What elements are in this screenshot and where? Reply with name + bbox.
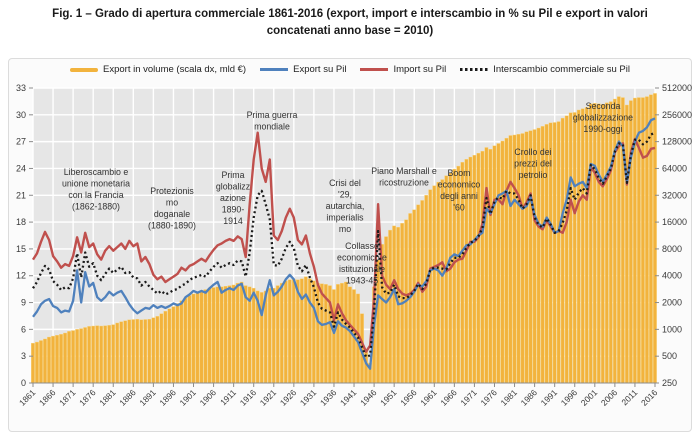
legend-item-export-volume: Export in volume (scala dx, mld €) — [70, 64, 246, 75]
svg-text:12: 12 — [16, 271, 26, 281]
svg-text:0: 0 — [21, 378, 26, 388]
svg-text:24: 24 — [16, 163, 26, 173]
svg-text:250: 250 — [662, 378, 677, 388]
line-swatch-icon — [360, 68, 389, 71]
svg-text:2016: 2016 — [639, 387, 660, 408]
svg-text:2001: 2001 — [579, 387, 600, 408]
legend-item-import-pil: Import su Pil — [360, 64, 446, 75]
legend-label: Import su Pil — [393, 64, 447, 75]
annotation-label: Protezionis mo doganale (1880-1890) — [148, 186, 196, 231]
svg-text:2000: 2000 — [662, 298, 682, 308]
legend-label: Export su Pil — [293, 64, 347, 75]
svg-text:27: 27 — [16, 137, 26, 147]
dotted-swatch-icon — [460, 68, 489, 71]
svg-text:1876: 1876 — [77, 387, 98, 408]
legend-label: Interscambio commerciale su Pil — [493, 64, 630, 75]
svg-text:1951: 1951 — [378, 387, 399, 408]
svg-text:6: 6 — [21, 324, 26, 334]
svg-text:1886: 1886 — [117, 387, 138, 408]
legend-item-interscambio: Interscambio commerciale su Pil — [460, 64, 630, 75]
svg-text:128000: 128000 — [662, 137, 692, 147]
svg-text:2011: 2011 — [619, 387, 639, 407]
svg-text:256000: 256000 — [662, 110, 692, 120]
svg-text:4000: 4000 — [662, 271, 682, 281]
legend-item-export-pil: Export su Pil — [260, 64, 346, 75]
svg-text:1971: 1971 — [458, 387, 479, 408]
svg-text:1931: 1931 — [298, 387, 319, 408]
svg-text:64000: 64000 — [662, 163, 687, 173]
annotation-label: Seconda globalizzazione 1990-oggi — [573, 101, 633, 134]
svg-text:21: 21 — [16, 190, 26, 200]
annotation-label: Liberoscambio e unione monetaria con la Fr… — [62, 167, 130, 212]
svg-text:1901: 1901 — [177, 387, 198, 408]
bar-swatch-icon — [70, 67, 99, 72]
svg-text:1000: 1000 — [662, 324, 682, 334]
svg-text:1996: 1996 — [559, 387, 580, 408]
svg-text:15: 15 — [16, 244, 26, 254]
annotation-label: Crollo dei prezzi del petrolio — [514, 147, 552, 180]
svg-text:1866: 1866 — [37, 387, 58, 408]
figure-title: Fig. 1 – Grado di apertura commerciale 1… — [52, 8, 648, 37]
svg-text:1861: 1861 — [17, 387, 38, 408]
svg-text:3: 3 — [21, 351, 26, 361]
bars-export-volume — [31, 93, 657, 384]
svg-text:1981: 1981 — [499, 387, 520, 408]
svg-text:1956: 1956 — [398, 387, 419, 408]
svg-text:33: 33 — [16, 83, 26, 93]
export-su-pil-line — [32, 117, 656, 370]
svg-text:1896: 1896 — [157, 387, 178, 408]
svg-text:1911: 1911 — [218, 387, 238, 407]
svg-text:500: 500 — [662, 351, 677, 361]
annotation-label: Prima guerra mondiale — [247, 110, 298, 132]
svg-text:1946: 1946 — [358, 387, 379, 408]
svg-text:1961: 1961 — [418, 387, 439, 408]
svg-text:32000: 32000 — [662, 190, 687, 200]
svg-text:1991: 1991 — [539, 387, 560, 408]
svg-text:8000: 8000 — [662, 244, 682, 254]
svg-text:2006: 2006 — [599, 387, 620, 408]
line-swatch-icon — [260, 68, 289, 71]
chart-legend: Export in volume (scala dx, mld €) Expor… — [0, 64, 700, 75]
svg-text:1881: 1881 — [97, 387, 118, 408]
svg-text:1926: 1926 — [278, 387, 299, 408]
annotation-label: Piano Marshall e ricostruzione — [371, 166, 437, 188]
svg-text:16000: 16000 — [662, 217, 687, 227]
interscambio-dotted-line — [32, 131, 656, 359]
svg-text:1871: 1871 — [57, 387, 78, 408]
annotation-label: Boom economico degli anni '60 — [438, 168, 481, 213]
svg-text:30: 30 — [16, 110, 26, 120]
svg-text:1891: 1891 — [137, 387, 158, 408]
legend-label: Export in volume (scala dx, mld €) — [103, 64, 247, 75]
svg-text:1941: 1941 — [338, 387, 359, 408]
svg-text:1921: 1921 — [258, 387, 279, 408]
svg-text:1976: 1976 — [478, 387, 499, 408]
annotation-label: Collasso economico e istituzionale 1943-45 — [337, 241, 387, 286]
svg-text:1936: 1936 — [318, 387, 339, 408]
annotations: Liberoscambio e unione monetaria con la Fr… — [62, 101, 633, 286]
annotation-label: Prima globalizz azione 1890-1914 — [216, 170, 250, 226]
svg-text:18: 18 — [16, 217, 26, 227]
svg-text:1986: 1986 — [519, 387, 540, 408]
annotation-label: Crisi del '29, autarchia, imperialis mo — [326, 178, 365, 234]
svg-text:1916: 1916 — [238, 387, 259, 408]
svg-text:1906: 1906 — [198, 387, 219, 408]
svg-text:1966: 1966 — [438, 387, 459, 408]
svg-text:512000: 512000 — [662, 83, 692, 93]
svg-text:9: 9 — [21, 298, 26, 308]
